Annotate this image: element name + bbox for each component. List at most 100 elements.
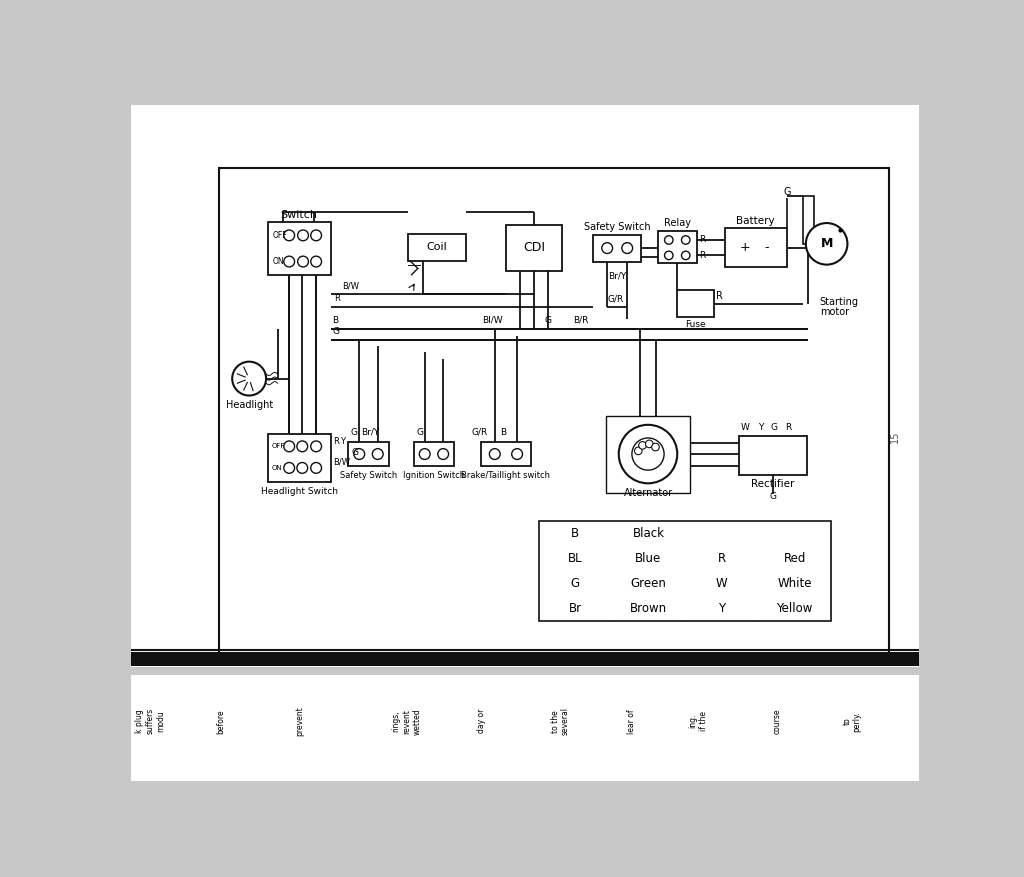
Circle shape bbox=[618, 424, 677, 483]
Text: Y: Y bbox=[718, 602, 725, 615]
Circle shape bbox=[682, 251, 690, 260]
Bar bbox=[677, 290, 714, 317]
Text: Headlight: Headlight bbox=[225, 400, 272, 410]
Text: Y: Y bbox=[340, 438, 345, 446]
Text: BL: BL bbox=[568, 553, 583, 565]
Text: B: B bbox=[571, 527, 580, 540]
Text: Switch: Switch bbox=[281, 210, 317, 219]
Text: Fuse: Fuse bbox=[685, 320, 707, 329]
Bar bbox=[219, 168, 889, 661]
Text: Coil: Coil bbox=[426, 242, 447, 253]
Text: G: G bbox=[771, 423, 778, 431]
Text: to the
several: to the several bbox=[551, 707, 570, 735]
Text: R: R bbox=[698, 236, 706, 245]
Text: OFF: OFF bbox=[271, 444, 285, 449]
Bar bbox=[658, 231, 696, 263]
Circle shape bbox=[298, 256, 308, 267]
Text: B/W: B/W bbox=[333, 457, 350, 467]
Bar bbox=[131, 675, 920, 781]
Text: Safety Switch: Safety Switch bbox=[340, 471, 397, 480]
Text: G: G bbox=[544, 316, 551, 324]
Text: G: G bbox=[783, 188, 792, 197]
Text: Ignition Switch: Ignition Switch bbox=[402, 471, 465, 480]
Text: -: - bbox=[765, 241, 769, 254]
Text: White: White bbox=[777, 577, 812, 590]
Text: G: G bbox=[769, 492, 776, 501]
Text: course: course bbox=[773, 709, 781, 734]
Circle shape bbox=[665, 251, 673, 260]
Bar bbox=[506, 225, 562, 271]
Text: R: R bbox=[335, 294, 341, 303]
Circle shape bbox=[632, 438, 665, 470]
Text: Headlight Switch: Headlight Switch bbox=[261, 487, 338, 496]
Circle shape bbox=[489, 449, 500, 460]
Text: R: R bbox=[785, 423, 792, 431]
Bar bbox=[131, 652, 920, 666]
Text: R: R bbox=[698, 251, 706, 260]
Text: Starting: Starting bbox=[819, 296, 859, 307]
Text: W: W bbox=[740, 423, 750, 431]
Text: k plug
suffers
modu: k plug suffers modu bbox=[135, 708, 165, 734]
Circle shape bbox=[622, 243, 633, 253]
Text: prevent: prevent bbox=[296, 706, 304, 736]
Text: Br: Br bbox=[568, 602, 582, 615]
Bar bbox=[606, 416, 689, 493]
Bar bbox=[348, 442, 388, 467]
Text: W: W bbox=[716, 577, 727, 590]
Circle shape bbox=[310, 256, 322, 267]
Bar bbox=[539, 521, 831, 621]
Text: to
perly.: to perly. bbox=[843, 711, 862, 731]
Text: Rectifier: Rectifier bbox=[751, 479, 795, 489]
Text: Bl/W: Bl/W bbox=[481, 316, 503, 324]
Text: Red: Red bbox=[783, 553, 806, 565]
Text: G/R: G/R bbox=[472, 428, 487, 437]
Bar bbox=[131, 652, 920, 665]
Text: OFF: OFF bbox=[272, 231, 287, 240]
Text: +: + bbox=[739, 241, 750, 254]
Text: G: G bbox=[570, 577, 580, 590]
Circle shape bbox=[297, 462, 307, 474]
Circle shape bbox=[373, 449, 383, 460]
Bar bbox=[267, 222, 331, 275]
Circle shape bbox=[665, 236, 673, 244]
Bar bbox=[739, 437, 807, 474]
Text: Alternator: Alternator bbox=[624, 488, 673, 498]
Circle shape bbox=[310, 230, 322, 241]
Text: G: G bbox=[416, 428, 423, 437]
Circle shape bbox=[284, 462, 295, 474]
Text: Brown: Brown bbox=[630, 602, 667, 615]
Text: Green: Green bbox=[631, 577, 667, 590]
Text: G: G bbox=[333, 327, 339, 336]
Circle shape bbox=[284, 441, 295, 452]
Text: lear of: lear of bbox=[627, 709, 636, 733]
Bar bbox=[803, 196, 813, 244]
Circle shape bbox=[512, 449, 522, 460]
Circle shape bbox=[645, 440, 653, 447]
Circle shape bbox=[310, 441, 322, 452]
Text: Brake/Taillight switch: Brake/Taillight switch bbox=[462, 471, 551, 480]
Bar bbox=[267, 434, 331, 481]
Circle shape bbox=[284, 256, 295, 267]
Circle shape bbox=[298, 230, 308, 241]
Text: Br/Y: Br/Y bbox=[360, 428, 379, 437]
Text: Relay: Relay bbox=[664, 218, 691, 228]
Text: before: before bbox=[217, 709, 225, 733]
Bar bbox=[725, 228, 786, 267]
Text: ON: ON bbox=[271, 465, 282, 471]
Text: CDI: CDI bbox=[523, 241, 545, 254]
Text: Safety Switch: Safety Switch bbox=[584, 222, 650, 232]
Bar bbox=[131, 105, 920, 667]
Bar bbox=[481, 442, 531, 467]
Circle shape bbox=[635, 447, 642, 454]
Circle shape bbox=[232, 361, 266, 396]
Circle shape bbox=[639, 442, 646, 449]
Text: Battery: Battery bbox=[736, 216, 775, 225]
Text: G: G bbox=[351, 448, 358, 457]
Circle shape bbox=[682, 236, 690, 244]
Text: Black: Black bbox=[633, 527, 665, 540]
Text: G/R: G/R bbox=[608, 295, 625, 303]
Text: B/W: B/W bbox=[342, 281, 359, 290]
Text: Br/Y: Br/Y bbox=[608, 272, 627, 281]
Circle shape bbox=[651, 443, 659, 451]
Bar bbox=[593, 235, 641, 261]
